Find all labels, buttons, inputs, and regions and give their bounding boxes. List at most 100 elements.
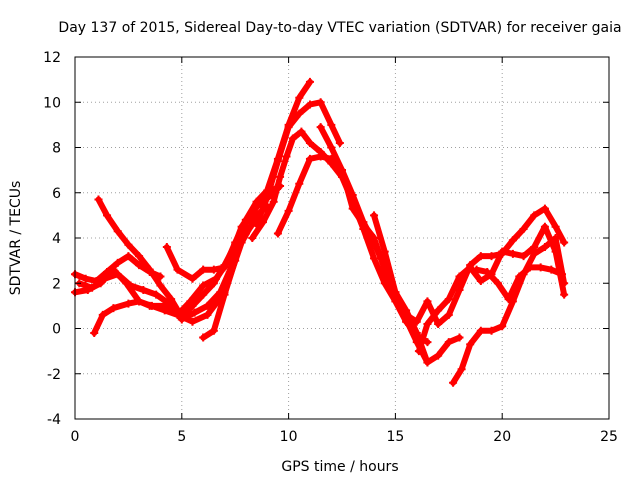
data-point [412,317,421,326]
chart-title: Day 137 of 2015, Sidereal Day-to-day VTE… [58,20,621,36]
data-point [284,123,293,132]
data-point [284,206,293,215]
y-tick-label: 2 [52,276,61,292]
axis-ticks: 0 5 10 15 20 25 -4 -2 0 2 4 6 8 10 12 [43,50,618,445]
data-point [380,247,389,256]
series-line [450,235,568,386]
data-point [173,310,182,319]
series-track-14 [472,263,567,304]
data-point [199,265,208,274]
data-point [252,197,261,206]
data-point [335,138,344,147]
data-point [124,252,133,261]
data-point [297,127,306,136]
data-point [269,197,278,206]
data-point [455,272,464,281]
data-point [209,326,218,335]
data-point [466,263,475,272]
data-point [124,299,133,308]
data-point [209,265,218,274]
data-point [295,179,304,188]
data-point [113,270,122,279]
data-point [113,258,122,267]
data-point [305,138,314,147]
data-point [558,270,567,279]
data-point [536,263,545,272]
data-point [203,301,212,310]
data-point [476,252,485,261]
data-point [282,152,291,161]
data-point [209,279,218,288]
data-point [444,310,453,319]
data-point [316,152,325,161]
data-point [109,265,118,274]
y-tick-label: 0 [52,322,61,338]
data-point [273,229,282,238]
data-point [560,290,569,299]
data-point [188,301,197,310]
data-point [540,222,549,231]
data-point [188,274,197,283]
x-tick-label: 0 [71,429,80,445]
y-tick-label: 10 [43,95,61,111]
data-point [402,310,411,319]
data-point [370,211,379,220]
data-point [414,347,423,356]
data-point [455,286,464,295]
data-point [90,329,99,338]
data-point [457,365,466,374]
data-point [348,204,357,213]
data-point [338,166,346,175]
data-point [359,220,368,229]
series-line [274,153,431,366]
data-point [135,252,144,261]
data-point [103,211,112,220]
data-point [109,304,118,313]
data-point [156,281,165,290]
data-point [519,252,528,261]
data-point [305,154,314,163]
series-line [200,99,343,341]
data-point [530,243,539,252]
data-point [241,215,250,224]
data-point [113,227,122,236]
data-point [220,290,229,299]
data-point [152,290,161,299]
data-point [476,276,485,285]
data-point [88,283,97,292]
data-point [316,123,325,132]
data-point [167,295,176,304]
data-point [188,317,197,326]
data-point [504,295,513,304]
data-point [135,297,144,306]
data-point [560,238,569,247]
data-point [423,358,432,367]
x-tick-label: 20 [493,429,511,445]
data-point [466,340,475,349]
data-point [434,306,443,315]
data-point [540,204,549,213]
data-point [508,236,517,245]
data-point [81,274,90,283]
data-point [145,301,154,310]
series-track-9 [273,152,432,367]
data-point [487,326,496,335]
y-axis-label: SDTVAR / TECUs [8,181,24,296]
data-point [487,252,496,261]
series-track-10 [316,123,464,367]
data-point [455,333,464,342]
data-point [519,224,528,233]
y-tick-label: -4 [47,412,61,428]
series-track-13 [449,234,569,387]
data-point [525,263,534,272]
x-tick-label: 15 [386,429,404,445]
data-point [273,157,282,166]
data-point [295,93,304,102]
data-point [423,297,432,306]
data-point [98,310,107,319]
data-point [327,120,336,129]
data-point [203,310,212,319]
data-point [434,319,443,328]
data-point [434,351,443,360]
